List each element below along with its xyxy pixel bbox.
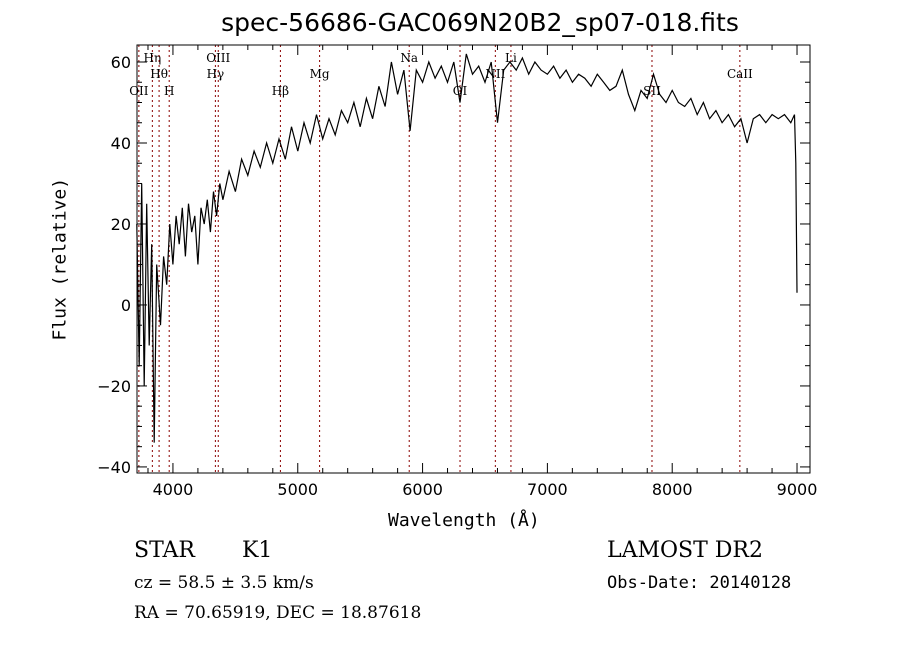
y-tick-label: 0 (121, 296, 131, 315)
object-class: STAR (134, 538, 195, 563)
line-label: Hβ (272, 84, 289, 98)
chart-title: spec-56686-GAC069N20B2_sp07-018.fits (221, 8, 739, 37)
line-label: Hη (144, 51, 162, 65)
y-axis-label: Flux (relative) (49, 177, 71, 341)
y-tick-label: −20 (97, 377, 131, 396)
redshift-velocity: cz = 58.5 ± 3.5 km/s (134, 573, 314, 593)
observation-date: Obs-Date: 20140128 (607, 573, 792, 593)
line-label: CaII (727, 67, 753, 81)
x-axis-label: Wavelength (Å) (388, 510, 540, 531)
object-subclass: K1 (242, 538, 273, 563)
spectrum-line (136, 53, 798, 443)
line-label: H (164, 84, 174, 98)
line-label: Na (400, 51, 418, 65)
line-label: Hθ (150, 67, 168, 81)
line-label: OIII (206, 51, 230, 65)
x-tick-label: 8000 (652, 480, 693, 499)
x-tick-label: 9000 (777, 480, 818, 499)
plot-frame (136, 44, 811, 474)
line-label: OI (453, 84, 468, 98)
x-tick-label: 7000 (527, 480, 568, 499)
y-tick-label: 60 (111, 53, 131, 72)
line-label: Mg (310, 67, 330, 81)
survey-name: LAMOST DR2 (607, 538, 763, 563)
line-label: Hγ (207, 67, 225, 81)
x-tick-label: 4000 (153, 480, 194, 499)
line-label: NII (485, 67, 505, 81)
coordinates: RA = 70.65919, DEC = 18.87618 (134, 603, 422, 623)
y-tick-label: −40 (97, 458, 131, 477)
line-label: Li (505, 51, 517, 65)
x-tick-label: 5000 (277, 480, 318, 499)
y-tick-label: 40 (111, 134, 131, 153)
y-tick-label: 20 (111, 215, 131, 234)
line-label: OII (129, 84, 149, 98)
x-tick-label: 6000 (402, 480, 443, 499)
